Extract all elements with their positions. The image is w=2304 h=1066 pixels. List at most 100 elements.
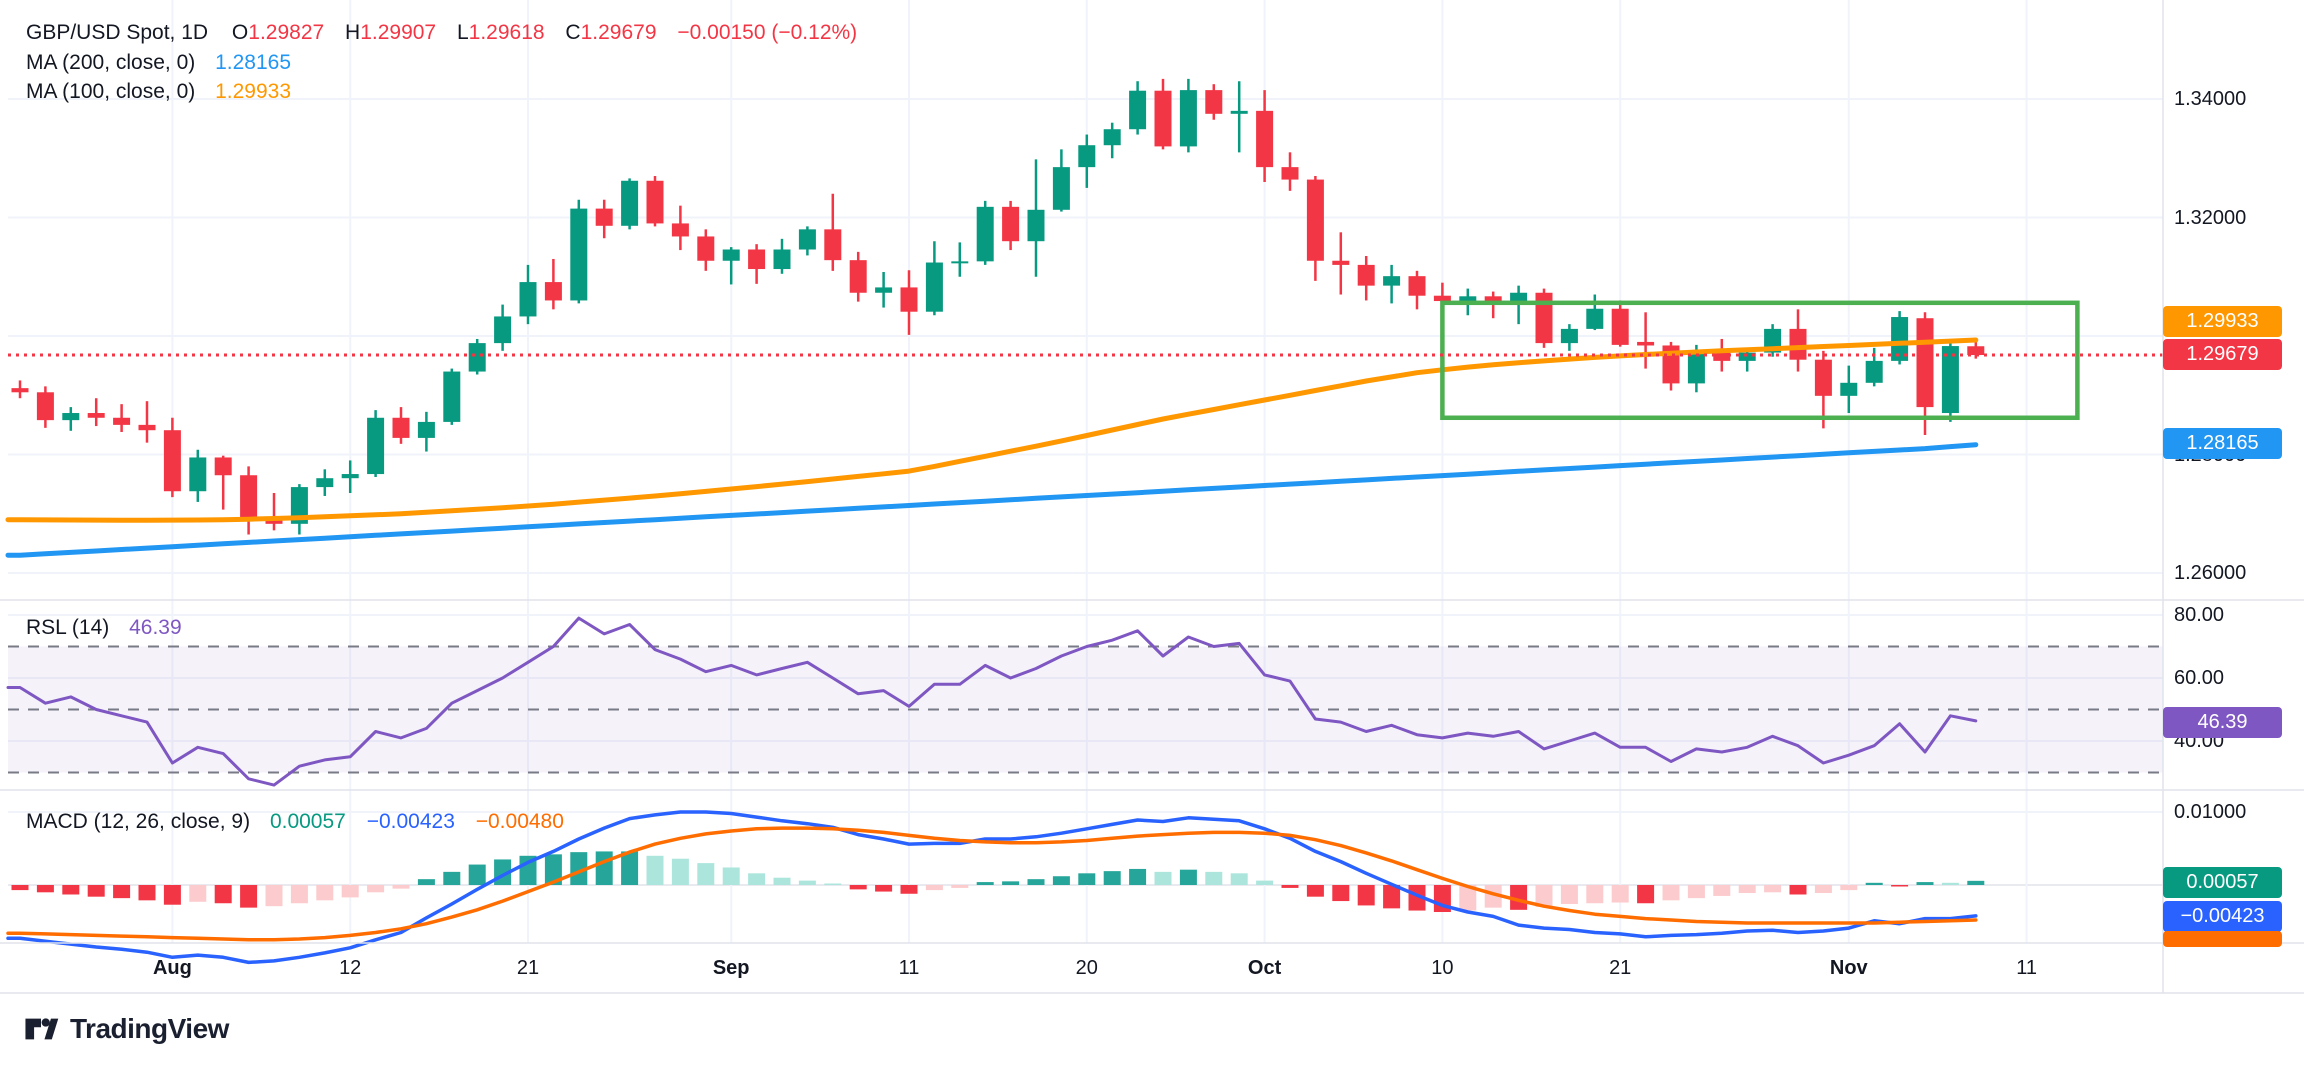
ohlc-high: H1.29907 bbox=[345, 21, 437, 44]
ma200-label: MA (200, close, 0) bbox=[26, 51, 196, 74]
candle-body bbox=[925, 262, 943, 312]
candle-body bbox=[392, 417, 410, 438]
candle-body bbox=[163, 430, 181, 492]
macd-bar bbox=[341, 885, 359, 898]
candle-body bbox=[1078, 145, 1096, 168]
time-axis-label[interactable]: Nov bbox=[1829, 957, 1868, 979]
time-axis-label[interactable]: 10 bbox=[1431, 957, 1454, 979]
candle-body bbox=[824, 229, 842, 261]
macd-signal-line bbox=[6, 826, 1978, 942]
macd-bar bbox=[748, 873, 766, 885]
macd-bar bbox=[1332, 885, 1350, 902]
macd-bar bbox=[265, 885, 283, 907]
macd-bar bbox=[240, 885, 258, 908]
candle-body bbox=[1459, 296, 1477, 302]
macd-bar bbox=[87, 885, 105, 897]
candle-body bbox=[494, 316, 512, 344]
macd-bar bbox=[1078, 873, 1096, 885]
time-axis-label[interactable]: 12 bbox=[339, 957, 362, 979]
candle-body bbox=[849, 260, 867, 293]
macd-bar bbox=[443, 871, 461, 885]
candle-body bbox=[62, 413, 80, 421]
macd-hist-value: 0.00057 bbox=[269, 810, 346, 833]
macd-bar bbox=[1027, 879, 1045, 885]
change-value: −0.00150 (−0.12%) bbox=[677, 21, 858, 44]
time-axis-label[interactable]: 21 bbox=[1609, 957, 1632, 979]
macd-bar bbox=[1002, 881, 1020, 885]
candle-body bbox=[697, 236, 715, 261]
ma200-value: 1.28165 bbox=[215, 51, 292, 74]
macd-bar bbox=[1941, 882, 1959, 885]
macd-bar bbox=[468, 864, 486, 885]
macd-bar bbox=[1459, 885, 1477, 911]
macd-bar bbox=[1357, 885, 1375, 906]
macd-bar bbox=[544, 854, 562, 885]
macd-bar bbox=[392, 885, 410, 889]
candle-body bbox=[519, 282, 537, 317]
candle-body bbox=[1332, 260, 1350, 265]
time-axis-label[interactable]: 21 bbox=[516, 957, 540, 979]
candle-body bbox=[646, 180, 664, 224]
tradingview-logo[interactable]: TradingView bbox=[22, 1010, 229, 1048]
candle-body bbox=[1256, 110, 1274, 168]
candle-body bbox=[1281, 167, 1299, 180]
time-axis-label[interactable]: 11 bbox=[2016, 957, 2037, 979]
macd-bar bbox=[1484, 885, 1502, 908]
rsi-line bbox=[6, 616, 1978, 787]
candle-body bbox=[1687, 351, 1705, 384]
macd-bar bbox=[1052, 876, 1070, 885]
macd-bar bbox=[570, 852, 588, 885]
macd-histogram bbox=[11, 851, 1985, 913]
time-axis-label[interactable]: Oct bbox=[1247, 957, 1282, 979]
macd-bar bbox=[697, 863, 715, 885]
ma100-line bbox=[5, 337, 1979, 523]
candle-body bbox=[367, 417, 385, 475]
candle-body bbox=[1433, 295, 1451, 302]
macd-label: MACD (12, 26, close, 9) bbox=[26, 810, 251, 833]
macd-bar bbox=[1967, 880, 1985, 885]
tradingview-logo-icon bbox=[25, 1018, 59, 1040]
candle-body bbox=[417, 421, 435, 438]
candle-body bbox=[1230, 110, 1248, 114]
candle-body bbox=[1891, 317, 1909, 361]
symbol-header[interactable]: GBP/USD Spot, 1D O1.29827 H1.29907 L1.29… bbox=[26, 21, 857, 45]
candle-body bbox=[976, 206, 994, 262]
time-axis-label[interactable]: 20 bbox=[1075, 957, 1098, 979]
symbol-title[interactable]: GBP/USD Spot, 1D bbox=[26, 21, 209, 44]
time-axis-label[interactable]: Sep bbox=[712, 957, 750, 979]
candle-body bbox=[1129, 90, 1147, 130]
macd-bar bbox=[1662, 885, 1680, 901]
macd-bar bbox=[62, 885, 80, 895]
rsi-legend[interactable]: RSL (14) 46.39 bbox=[26, 616, 182, 640]
ma100-legend[interactable]: MA (100, close, 0) 1.29933 bbox=[26, 80, 291, 104]
ma200-legend[interactable]: MA (200, close, 0) 1.28165 bbox=[26, 51, 291, 75]
time-axis-label[interactable]: 11 bbox=[898, 957, 920, 979]
macd-bar bbox=[36, 885, 54, 893]
candle-body bbox=[1865, 360, 1883, 383]
candle-body bbox=[1814, 359, 1832, 396]
macd-signal-value: −0.00480 bbox=[475, 810, 564, 833]
macd-bar bbox=[1611, 885, 1629, 903]
candle-body bbox=[1002, 206, 1020, 242]
macd-bar bbox=[11, 885, 29, 891]
macd-bar bbox=[214, 885, 232, 904]
macd-bar bbox=[646, 855, 664, 885]
candle-body bbox=[621, 180, 639, 226]
candle-body bbox=[87, 413, 105, 418]
rsi-value: 46.39 bbox=[129, 616, 182, 639]
time-axis-label[interactable]: Aug bbox=[152, 957, 192, 979]
candle-body bbox=[1383, 276, 1401, 286]
candle-body bbox=[1916, 318, 1934, 408]
macd-line-value: −0.00423 bbox=[366, 810, 455, 833]
macd-legend[interactable]: MACD (12, 26, close, 9) 0.00057 −0.00423… bbox=[26, 810, 564, 834]
candles bbox=[11, 78, 1985, 535]
candle-body bbox=[1535, 292, 1553, 344]
candle-body bbox=[671, 223, 689, 237]
highlight-box[interactable] bbox=[1440, 300, 2080, 421]
macd-line bbox=[6, 810, 1978, 965]
macd-bar bbox=[1560, 885, 1578, 904]
candle-body bbox=[11, 388, 29, 393]
candle-body bbox=[1738, 352, 1756, 361]
